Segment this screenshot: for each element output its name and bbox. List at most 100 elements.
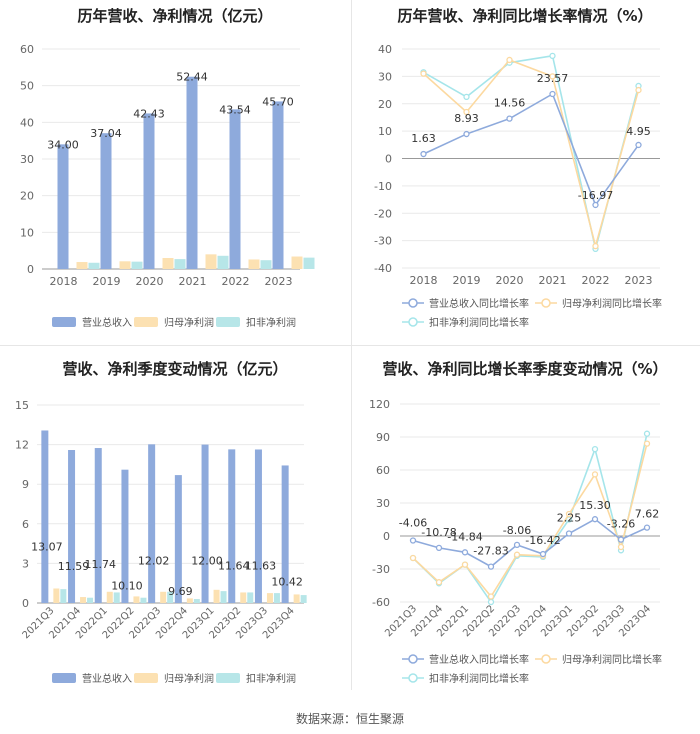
data-label: 10.10: [111, 580, 143, 593]
data-label: 34.00: [47, 138, 79, 151]
y-tick-label: 9: [22, 478, 29, 491]
bar-revenue: [57, 144, 69, 269]
bar-revenue: [143, 113, 155, 269]
legend-marker: [408, 673, 418, 683]
y-tick-label: 20: [378, 98, 392, 111]
y-tick-label: 3: [22, 557, 29, 570]
legend-label: 营业总收入: [82, 316, 132, 329]
data-label: 11.63: [245, 559, 277, 572]
bar-deducted-profit: [300, 595, 307, 603]
data-point: [591, 445, 599, 453]
data-point: [487, 563, 495, 570]
data-label: -16.97: [578, 189, 613, 202]
x-tick-label: 2023: [625, 274, 653, 287]
bar-deducted-profit: [87, 597, 94, 603]
x-tick-label: 2023: [265, 275, 293, 288]
bar-parent-profit: [53, 588, 60, 603]
legend-label: 归母净利润: [164, 316, 214, 329]
legend-label: 扣非净利润同比增长率: [429, 316, 529, 329]
bar-deducted-profit: [140, 597, 147, 603]
legend-swatch: [52, 317, 76, 327]
bar-revenue: [100, 133, 112, 269]
y-tick-label: 60: [20, 43, 34, 56]
x-tick-label: 2020: [136, 275, 164, 288]
data-label: 37.04: [90, 127, 122, 140]
data-label: 4.95: [626, 125, 651, 138]
data-point: [506, 56, 513, 64]
y-tick-label: -40: [374, 262, 392, 275]
data-point: [635, 141, 642, 149]
data-point: [463, 108, 470, 116]
legend-label: 营业总收入: [82, 672, 132, 685]
legend-label: 归母净利润同比增长率: [562, 297, 662, 310]
data-label: 11.59: [58, 560, 90, 573]
data-point: [592, 242, 599, 250]
data-point: [565, 510, 573, 518]
legend-marker: [408, 298, 418, 308]
legend-swatch: [52, 673, 76, 683]
data-point: [549, 90, 556, 98]
bar-deducted-profit: [88, 262, 100, 269]
y-tick-label: 60: [376, 464, 390, 477]
bar-deducted-profit: [260, 260, 272, 269]
x-tick-label: 2021: [539, 274, 567, 287]
bar-deducted-profit: [220, 591, 227, 603]
data-label: 52.44: [176, 71, 208, 84]
y-tick-label: 0: [22, 597, 29, 610]
data-label: -8.06: [503, 524, 531, 537]
data-label: 2.25: [557, 512, 582, 525]
bar-revenue: [228, 449, 236, 603]
bar-parent-profit: [266, 593, 273, 603]
y-tick-label: 0: [383, 530, 390, 543]
series-line: [412, 443, 648, 598]
data-point: [591, 516, 599, 523]
bar-deducted-profit: [247, 592, 254, 603]
bar-parent-profit: [133, 596, 140, 603]
annual-growth-panel: 历年营收、净利同比增长率情况（%） 40 30 20 10 0 -10 -20 -30 -40 2…: [350, 0, 700, 345]
data-label: -16.42: [525, 534, 560, 547]
legend-marker: [408, 654, 418, 664]
data-point: [591, 471, 599, 478]
data-point: [461, 561, 469, 568]
y-tick-label: 40: [378, 43, 392, 56]
data-label: 10.42: [271, 575, 303, 588]
legend-label: 扣非净利润: [246, 316, 296, 329]
bar-deducted-profit: [131, 261, 143, 269]
data-label: 15.30: [579, 499, 611, 512]
x-tick-label: 2020: [496, 274, 524, 287]
legend-label: 扣非净利润同比增长率: [429, 672, 529, 685]
bar-deducted-profit: [273, 593, 280, 603]
bar-parent-profit: [119, 261, 131, 269]
annual-amounts-chart: 0 10 20 30 40 50 60 34.00 2018 37.04 2019 42.43 2020…: [20, 43, 315, 329]
data-label: -10.78: [421, 526, 456, 539]
legend-label: 归母净利润: [164, 672, 214, 685]
data-point: [617, 536, 625, 543]
horizontal-divider: [0, 345, 700, 346]
bar-deducted-profit: [167, 591, 174, 603]
data-source-footer: 数据来源：恒生聚源: [295, 712, 404, 726]
bar-revenue: [94, 448, 102, 603]
y-tick-label: 20: [20, 190, 34, 203]
data-point: [463, 93, 470, 101]
chart-title: 营收、净利季度变动情况（亿元）: [62, 360, 288, 378]
bar-deducted-profit: [217, 255, 229, 269]
data-point: [487, 598, 495, 606]
data-point: [506, 115, 513, 122]
data-point: [513, 541, 521, 549]
data-point: [513, 551, 521, 558]
data-point: [435, 544, 443, 552]
bar-deducted-profit: [174, 259, 186, 269]
y-tick-label: -30: [374, 235, 392, 248]
bar-revenue: [174, 475, 182, 603]
bar-revenue: [121, 469, 129, 603]
bar-revenue: [41, 430, 49, 603]
bar-revenue: [201, 444, 209, 603]
legend-swatch: [216, 317, 240, 327]
legend-label: 营业总收入同比增长率: [429, 297, 529, 310]
y-tick-label: 0: [27, 263, 34, 276]
data-label: -4.06: [399, 516, 427, 529]
data-label: 45.70: [262, 95, 294, 108]
y-tick-label: -60: [372, 596, 390, 609]
y-tick-label: -20: [374, 207, 392, 220]
annual-growth-chart: 40 30 20 10 0 -10 -20 -30 -40 2018 2019 2020 2021 202…: [374, 43, 662, 329]
